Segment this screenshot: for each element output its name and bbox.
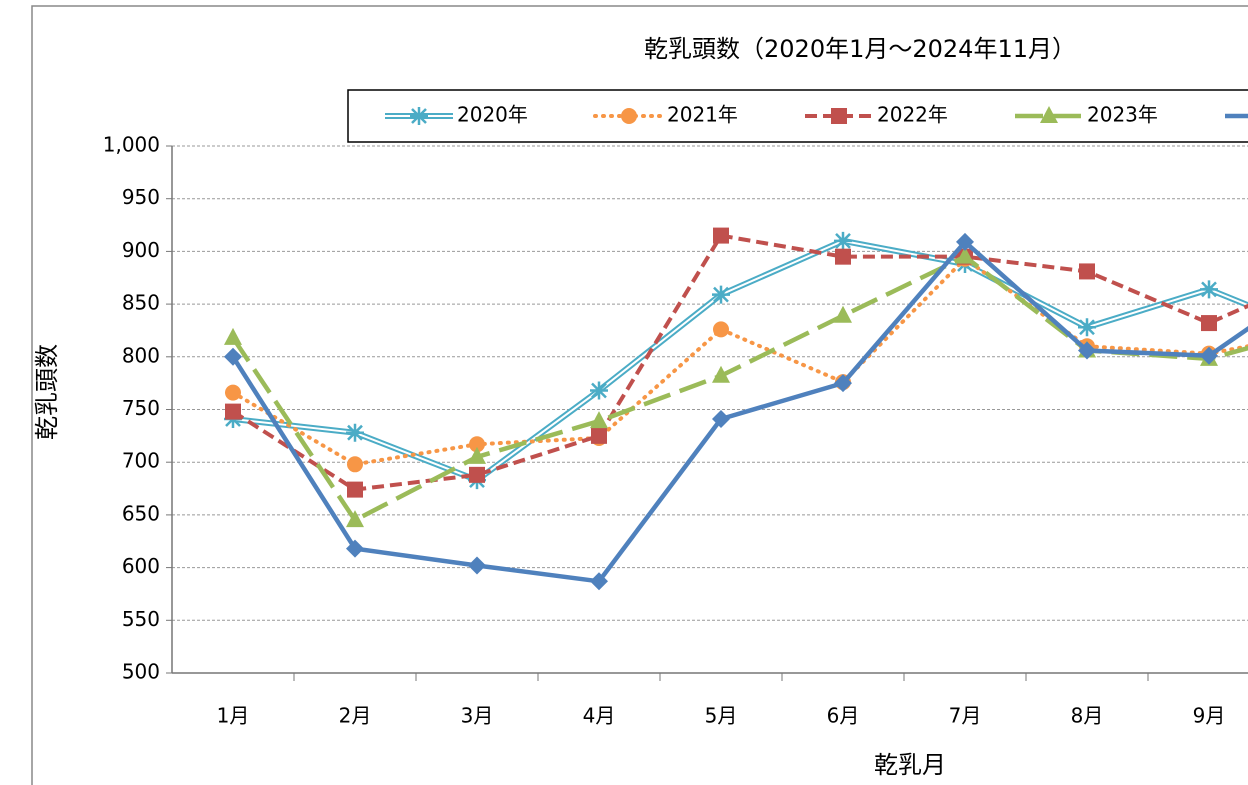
marker bbox=[713, 321, 729, 338]
marker bbox=[834, 231, 852, 250]
marker bbox=[225, 403, 241, 420]
marker bbox=[713, 227, 729, 244]
x-axis-title: 乾乳月 bbox=[874, 751, 946, 779]
x-tick-label: 9月 bbox=[1193, 704, 1226, 728]
y-tick-label: 650 bbox=[122, 501, 160, 525]
x-tick-label: 2月 bbox=[339, 704, 372, 728]
marker bbox=[468, 556, 486, 575]
marker bbox=[347, 481, 363, 498]
y-axis-title: 乾乳頭数 bbox=[33, 344, 61, 440]
marker bbox=[1200, 280, 1218, 299]
marker bbox=[712, 285, 730, 304]
marker bbox=[347, 456, 363, 473]
marker bbox=[469, 466, 485, 483]
y-tick-label: 500 bbox=[122, 660, 160, 684]
marker bbox=[1078, 318, 1096, 337]
marker bbox=[1078, 341, 1096, 360]
marker bbox=[1201, 315, 1217, 332]
legend-box bbox=[347, 89, 1248, 143]
marker bbox=[224, 327, 242, 345]
series-line-inner bbox=[232, 239, 1248, 482]
y-tick-label: 600 bbox=[122, 554, 160, 578]
y-tick-label: 700 bbox=[122, 449, 160, 473]
x-tick-label: 4月 bbox=[583, 704, 616, 728]
y-tick-label: 750 bbox=[122, 396, 160, 420]
legend-label: 2021年 bbox=[667, 103, 738, 127]
marker bbox=[225, 384, 241, 401]
marker bbox=[621, 108, 637, 124]
y-tick-label: 1,000 bbox=[103, 133, 160, 157]
marker bbox=[1079, 263, 1095, 280]
legend-label: 2023年 bbox=[1087, 103, 1158, 127]
marker bbox=[410, 107, 428, 125]
y-tick-label: 550 bbox=[122, 607, 160, 631]
marker bbox=[1040, 106, 1058, 123]
series-line bbox=[231, 233, 1248, 492]
marker bbox=[956, 232, 974, 251]
marker bbox=[346, 539, 364, 558]
series-line bbox=[231, 239, 1248, 584]
marker bbox=[834, 305, 852, 323]
marker bbox=[591, 427, 607, 444]
x-tick-label: 5月 bbox=[705, 704, 738, 728]
x-tick-label: 6月 bbox=[827, 704, 860, 728]
y-tick-label: 900 bbox=[122, 238, 160, 262]
marker bbox=[1200, 346, 1218, 365]
marker bbox=[468, 446, 486, 464]
marker bbox=[224, 347, 242, 366]
chart-title: 乾乳頭数（2020年1月～2024年11月） bbox=[644, 35, 1076, 63]
legend-label: 2020年 bbox=[457, 103, 528, 127]
marker bbox=[590, 572, 608, 591]
x-tick-label: 1月 bbox=[217, 704, 250, 728]
x-tick-label: 3月 bbox=[461, 704, 494, 728]
y-tick-label: 850 bbox=[122, 291, 160, 315]
marker bbox=[590, 381, 608, 400]
marker bbox=[590, 411, 608, 429]
x-tick-label: 8月 bbox=[1071, 704, 1104, 728]
y-tick-label: 950 bbox=[122, 185, 160, 209]
legend-label: 2022年 bbox=[877, 103, 948, 127]
marker bbox=[469, 436, 485, 453]
marker bbox=[835, 248, 851, 265]
marker bbox=[831, 108, 847, 124]
marker bbox=[834, 374, 852, 393]
marker bbox=[712, 409, 730, 428]
y-tick-label: 800 bbox=[122, 343, 160, 367]
marker bbox=[712, 365, 730, 383]
marker bbox=[346, 510, 364, 528]
x-tick-label: 7月 bbox=[949, 704, 982, 728]
marker bbox=[956, 246, 974, 264]
series-line bbox=[231, 254, 1248, 523]
series-line bbox=[231, 256, 1248, 467]
marker bbox=[346, 423, 364, 442]
